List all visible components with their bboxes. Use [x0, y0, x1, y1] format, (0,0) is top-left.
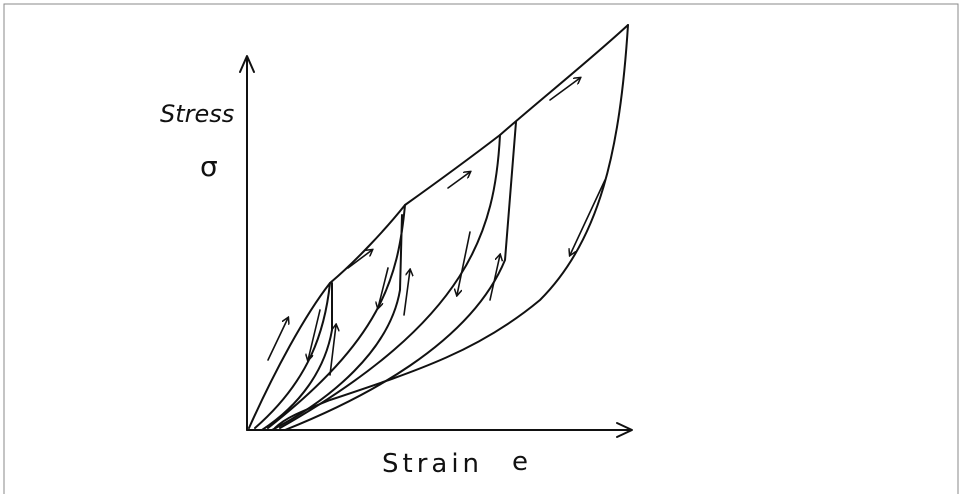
x-label: Strain: [382, 449, 483, 479]
arrow: [447, 172, 470, 189]
y-symbol: σ: [200, 150, 218, 183]
arrow: [489, 255, 500, 301]
frame: [3, 3, 959, 494]
arrow: [347, 250, 372, 269]
unload-4: [274, 24, 629, 429]
arrow: [570, 179, 606, 255]
arrow: [457, 231, 471, 295]
reload-2: [271, 214, 403, 431]
reload-1: [261, 282, 333, 431]
axes: [239, 55, 633, 438]
arrow: [308, 309, 321, 360]
y-arrow: [239, 55, 255, 73]
arrow: [267, 318, 288, 361]
direction-arrows: [267, 78, 606, 376]
arrow: [549, 78, 580, 101]
y-label: Stress: [160, 100, 234, 128]
arrow: [403, 270, 410, 316]
unload-3: [279, 134, 501, 429]
x-symbol: e: [512, 447, 528, 477]
arrow: [378, 267, 389, 308]
curves: [248, 24, 629, 431]
unload-2: [267, 204, 406, 429]
x-arrow: [616, 422, 633, 438]
arrow: [329, 325, 336, 376]
